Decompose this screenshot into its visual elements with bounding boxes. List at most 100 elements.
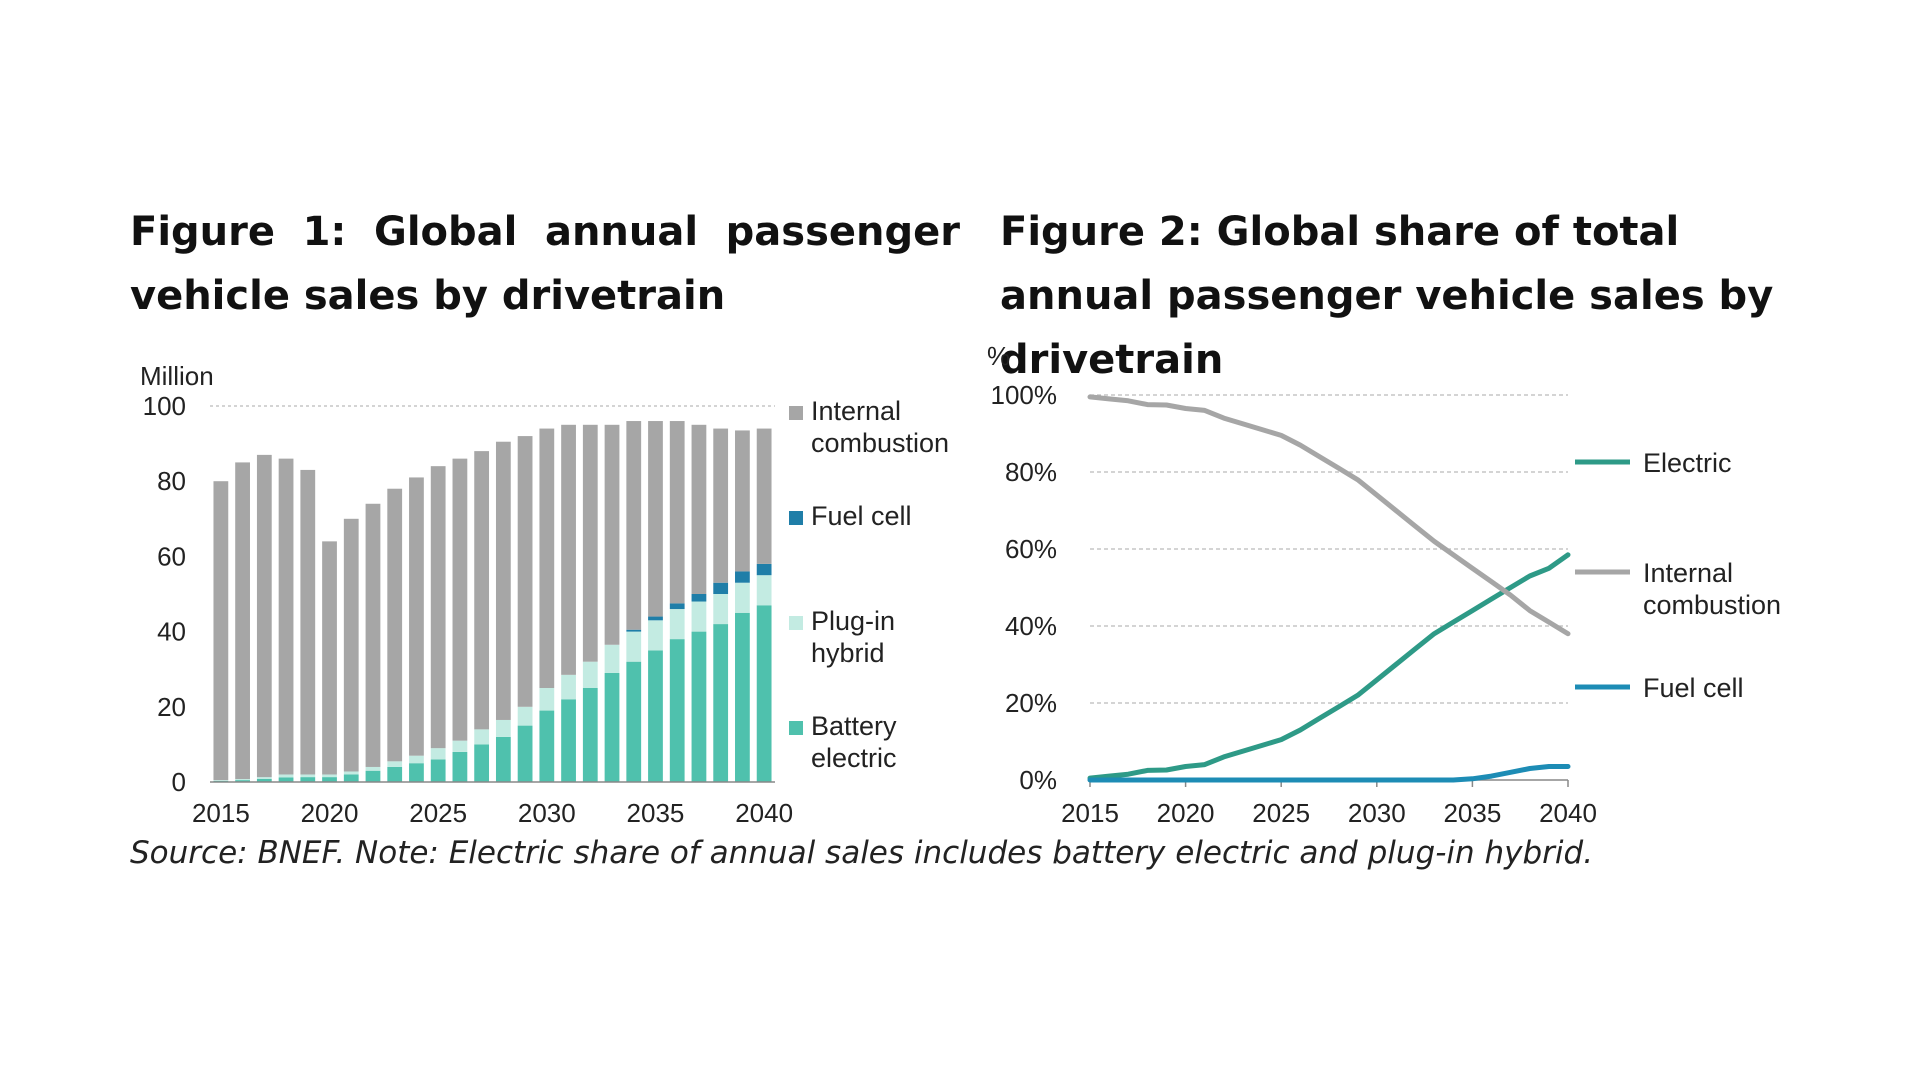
bar-segment-battery-electric	[735, 612, 750, 782]
bar-segment-internal-combustion	[278, 458, 294, 775]
legend-swatch-plug-in-hybrid	[789, 616, 803, 630]
series-line-ice-line	[1087, 394, 1571, 637]
legend-label: Battery	[811, 711, 897, 741]
bar-segment-battery-electric	[691, 631, 707, 782]
bar-segment-battery-electric	[604, 672, 620, 782]
bar-segment-battery-electric	[495, 736, 511, 782]
legend-swatch-internal-combustion	[789, 406, 803, 420]
bar-segment-battery-electric	[322, 777, 337, 782]
x-tick-label: 2035	[1443, 798, 1501, 828]
bar-segment-plug-in-hybrid	[539, 688, 555, 711]
bar-segment-internal-combustion	[713, 428, 729, 583]
y-tick-label: 80%	[1005, 457, 1057, 487]
bar-segment-internal-combustion	[213, 481, 229, 781]
y-tick-label: 40	[157, 617, 186, 647]
legend-label: electric	[811, 743, 897, 773]
bar-segment-battery-electric	[669, 639, 685, 782]
bar-segment-fuel-cell	[756, 563, 772, 576]
bar-segment-internal-combustion	[495, 441, 511, 720]
bar-segment-plug-in-hybrid	[669, 609, 685, 640]
bar-segment-battery-electric	[582, 688, 598, 782]
y-tick-label: 0%	[1019, 765, 1057, 795]
bar-segment-fuel-cell	[735, 571, 750, 583]
bar-segment-plug-in-hybrid	[322, 774, 337, 778]
bar-segment-internal-combustion	[300, 469, 316, 775]
bar-segment-internal-combustion	[626, 421, 642, 630]
bar-segment-plug-in-hybrid	[756, 575, 772, 606]
x-tick-label: 2040	[735, 798, 793, 828]
bar-segment-plug-in-hybrid	[691, 601, 707, 632]
x-tick-label: 2035	[627, 798, 685, 828]
series-line-electric-line	[1087, 552, 1571, 781]
x-tick-label: 2025	[1252, 798, 1310, 828]
bar-segment-internal-combustion	[561, 424, 576, 675]
bar-segment-plug-in-hybrid	[300, 774, 316, 778]
bar-segment-plug-in-hybrid	[365, 766, 381, 771]
bar-segment-plug-in-hybrid	[713, 594, 729, 625]
y-tick-label: 100	[143, 391, 186, 421]
bar-segment-internal-combustion	[582, 424, 598, 662]
x-tick-label: 2025	[409, 798, 467, 828]
bar-segment-internal-combustion	[756, 428, 772, 564]
bar-segment-internal-combustion	[235, 462, 250, 779]
y-tick-label: 100%	[991, 380, 1058, 410]
bar-segment-battery-electric	[648, 650, 663, 782]
bar-segment-battery-electric	[387, 766, 403, 782]
bar-segment-internal-combustion	[365, 503, 381, 767]
bar-segment-internal-combustion	[691, 424, 707, 594]
legend-label: Fuel cell	[1643, 673, 1744, 703]
bar-segment-battery-electric	[452, 751, 468, 782]
y-tick-label: 20%	[1005, 688, 1057, 718]
bar-segment-battery-electric	[235, 780, 250, 782]
bar-segment-plug-in-hybrid	[387, 761, 403, 767]
bar-segment-plug-in-hybrid	[517, 706, 533, 726]
x-tick-label: 2015	[1061, 798, 1119, 828]
bar-segment-battery-electric	[561, 699, 576, 782]
bar-segment-battery-electric	[539, 710, 555, 782]
x-tick-label: 2015	[192, 798, 250, 828]
bar-segment-battery-electric	[343, 774, 359, 782]
bar-segment-plug-in-hybrid	[626, 631, 642, 662]
legend-label: combustion	[1643, 590, 1781, 620]
bar-segment-plug-in-hybrid	[735, 582, 750, 613]
y-tick-label: 20	[157, 692, 186, 722]
legend-label: Internal	[811, 396, 901, 426]
legend-label: hybrid	[811, 638, 885, 668]
legend-label: Plug-in	[811, 606, 895, 636]
y-tick-label: 60	[157, 541, 186, 571]
bar-segment-battery-electric	[409, 763, 424, 782]
bar-segment-fuel-cell	[648, 616, 663, 621]
bar-segment-internal-combustion	[648, 421, 663, 617]
bar-segment-internal-combustion	[669, 421, 685, 604]
bar-segment-internal-combustion	[735, 430, 750, 572]
bar-segment-plug-in-hybrid	[604, 644, 620, 673]
source-note: Source: BNEF. Note: Electric share of an…	[130, 835, 1594, 871]
bar-segment-plug-in-hybrid	[474, 729, 490, 745]
bar-segment-plug-in-hybrid	[235, 778, 250, 781]
x-tick-label: 2030	[1348, 798, 1406, 828]
bar-segment-fuel-cell	[626, 629, 642, 632]
bar-segment-plug-in-hybrid	[582, 661, 598, 688]
bar-segment-internal-combustion	[343, 518, 359, 772]
x-tick-label: 2020	[1157, 798, 1215, 828]
y-tick-label: 0	[172, 767, 186, 797]
bar-segment-internal-combustion	[430, 466, 446, 749]
bar-segment-plug-in-hybrid	[452, 740, 468, 752]
bar-segment-plug-in-hybrid	[278, 774, 294, 778]
bar-segment-internal-combustion	[409, 477, 424, 756]
bar-segment-plug-in-hybrid	[256, 777, 272, 779]
bar-segment-plug-in-hybrid	[343, 771, 359, 775]
bar-segment-battery-electric	[517, 725, 533, 782]
series-line-fuel-cell-line	[1087, 764, 1571, 783]
y-axis-label: %	[987, 341, 1010, 371]
legend-swatch-battery-electric	[789, 721, 803, 735]
legend-swatch-fuel-cell	[789, 511, 803, 525]
bar-segment-plug-in-hybrid	[648, 620, 663, 651]
y-tick-label: 40%	[1005, 611, 1057, 641]
x-tick-label: 2030	[518, 798, 576, 828]
bar-segment-plug-in-hybrid	[561, 674, 576, 700]
bar-segment-fuel-cell	[713, 582, 729, 594]
bar-segment-internal-combustion	[256, 454, 272, 778]
